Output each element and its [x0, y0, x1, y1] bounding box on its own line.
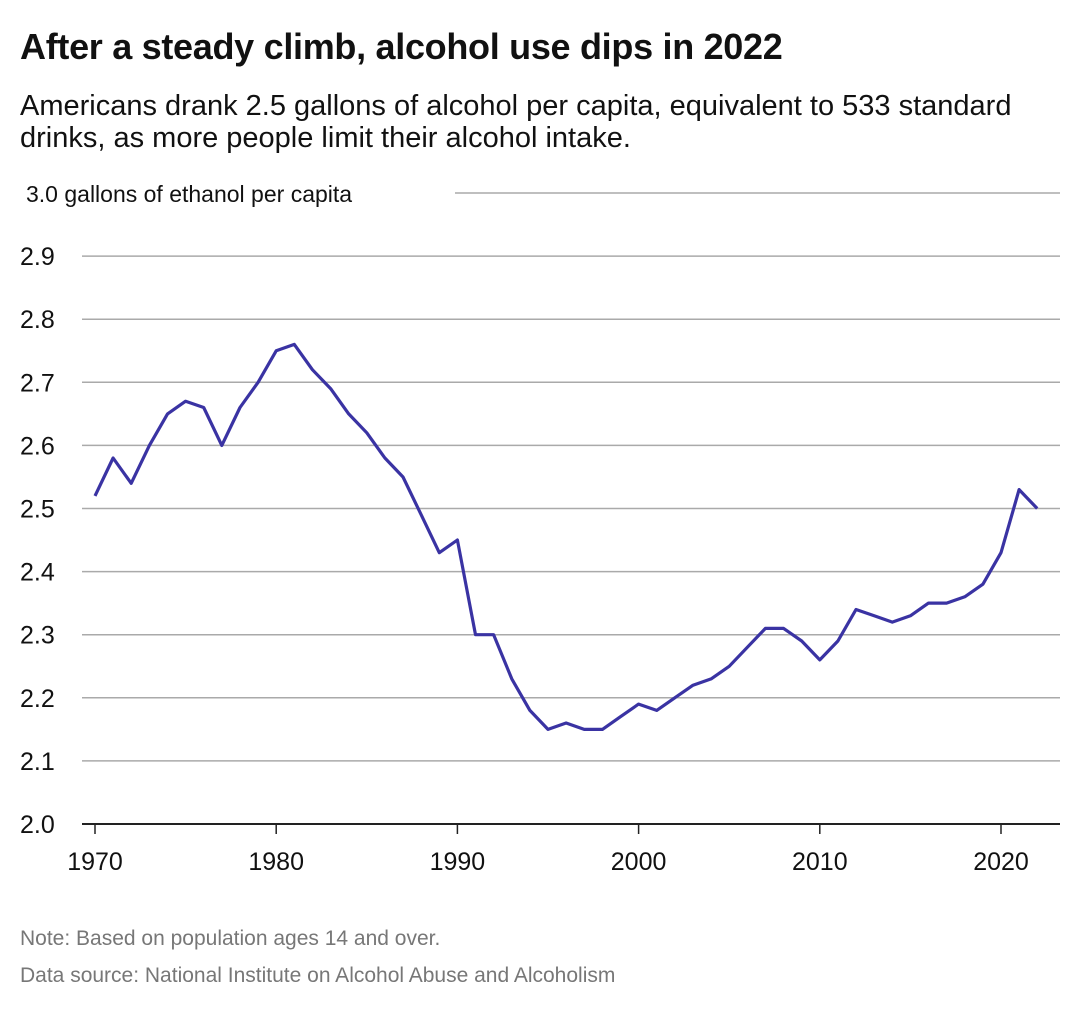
x-tick-label: 1970	[67, 848, 123, 876]
y-tick-label: 2.4	[20, 559, 55, 587]
y-tick-label: 2.7	[20, 369, 55, 397]
x-tick-label: 2000	[611, 848, 667, 876]
chart-title: After a steady climb, alcohol use dips i…	[20, 26, 783, 67]
y-tick-label: 2.6	[20, 432, 55, 460]
x-tick-label: 1980	[248, 848, 304, 876]
y-tick-label: 2.8	[20, 306, 55, 334]
y-tick-label: 2.0	[20, 811, 55, 839]
y-tick-label: 2.3	[20, 622, 55, 650]
y-tick-label: 2.9	[20, 243, 55, 271]
x-tick-label: 2020	[973, 848, 1029, 876]
chart-source: Data source: National Institute on Alcoh…	[20, 964, 616, 987]
chart-subtitle: Americans drank 2.5 gallons of alcohol p…	[20, 90, 1012, 154]
x-tick-label: 1990	[430, 848, 486, 876]
y-tick-label: 2.5	[20, 496, 55, 524]
y-tick-label: 2.2	[20, 685, 55, 713]
x-tick-label: 2010	[792, 848, 848, 876]
line-chart: 2.0 2.1 2.2 2.3 2.4 2.5 2.6 2.7 2.8 2.9 3.0 gallon…	[20, 181, 1060, 876]
data-line	[93, 342, 1039, 732]
chart-note: Note: Based on population ages 14 and ov…	[20, 927, 441, 950]
y-tick-label: 3.0 gallons of ethanol per capita	[26, 181, 352, 207]
y-tick-label: 2.1	[20, 748, 55, 776]
